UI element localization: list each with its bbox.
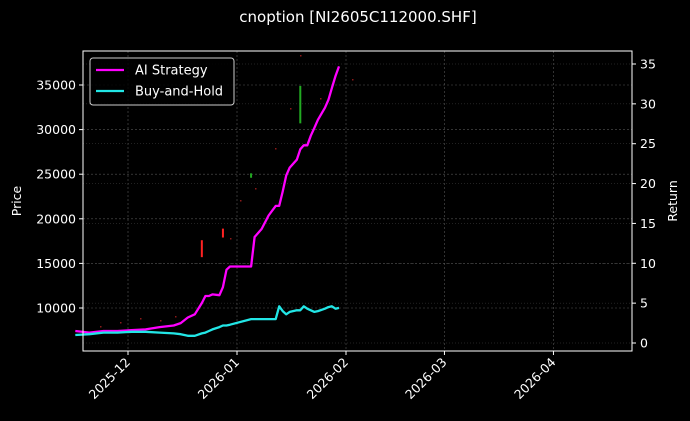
y-left-tick-label: 30000 (36, 122, 76, 137)
x-tick-label: 2026-03 (402, 355, 450, 403)
x-tick-label: 2026-01 (195, 355, 243, 403)
y-left-tick-label: 10000 (36, 301, 76, 316)
x-tick-label: 2026-04 (511, 354, 559, 402)
grid-lines (83, 51, 632, 351)
y-axis-left-label: Price (9, 185, 24, 216)
chart-title: cnoption [NI2605C112000.SHF] (239, 8, 477, 26)
x-tick-label: 2025-12 (86, 355, 134, 403)
series-lines (75, 66, 341, 337)
series-line-ai-strategy (75, 66, 341, 334)
candle (221, 228, 224, 238)
plot-frame (82, 50, 633, 352)
y-right-tick-label: 35 (640, 57, 656, 72)
legend-entry-label: AI Strategy (135, 64, 208, 79)
legend-entry-label: Buy-and-Hold (135, 85, 223, 100)
candle (250, 173, 253, 178)
y-right-tick-label: 20 (640, 176, 656, 191)
y-right-tick-label: 0 (640, 336, 648, 351)
x-axis: 2025-12 2026-01 2026-02 2026-03 2026-04 (86, 351, 559, 402)
y-right-tick-label: 30 (640, 96, 656, 111)
y-left-tick-label: 20000 (36, 211, 76, 226)
y-right-tick-label: 5 (640, 296, 648, 311)
candle (200, 240, 203, 258)
y-right-tick-label: 25 (640, 136, 656, 151)
y-right-tick-label: 10 (640, 256, 656, 271)
y-axis-left: 10000 15000 20000 25000 30000 35000 (36, 78, 83, 316)
candle (299, 85, 302, 124)
x-tick-label: 2026-02 (304, 355, 352, 403)
candlesticks (100, 55, 354, 328)
y-axis-right: 0 5 10 15 20 25 30 35 (632, 57, 656, 351)
y-right-tick-label: 15 (640, 216, 656, 231)
series-line-buy-and-hold (75, 305, 340, 337)
legend: AI Strategy Buy-and-Hold (89, 57, 235, 106)
y-left-tick-label: 25000 (36, 167, 76, 182)
y-left-tick-label: 15000 (36, 256, 76, 271)
y-left-tick-label: 35000 (36, 78, 76, 93)
y-axis-right-label: Return (665, 180, 680, 221)
